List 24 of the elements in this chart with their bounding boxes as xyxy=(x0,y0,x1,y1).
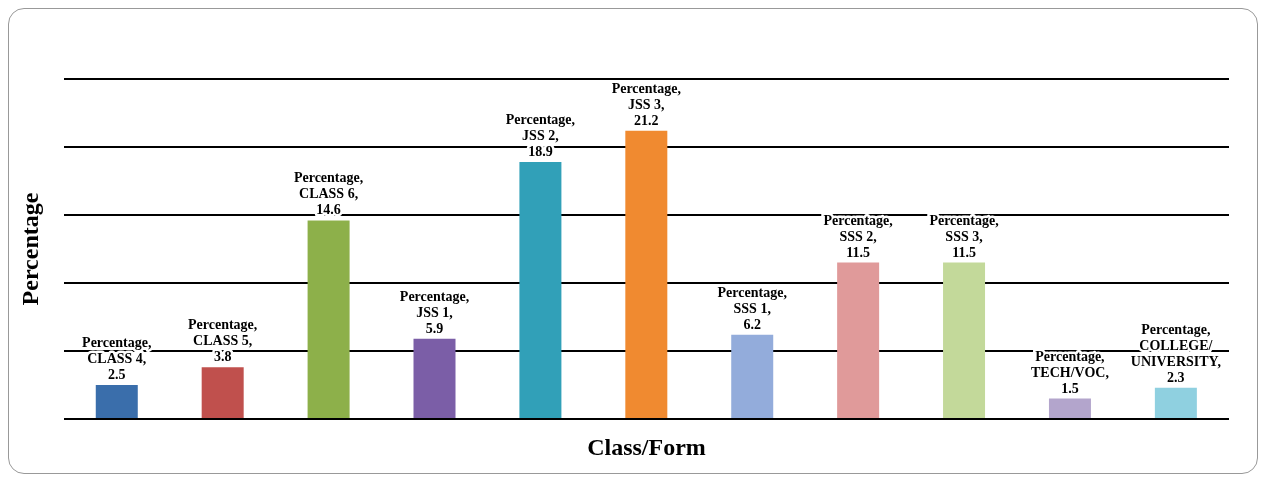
bar xyxy=(625,130,668,419)
bar xyxy=(837,262,880,419)
bar xyxy=(943,262,986,419)
bar xyxy=(413,338,456,419)
data-label: Percentage, SSS 2, 11.5 xyxy=(823,212,893,260)
bar xyxy=(307,220,350,419)
data-label: Percentage, JSS 2, 18.9 xyxy=(505,111,576,159)
bar xyxy=(1048,398,1091,419)
data-label: Percentage, JSS 1, 5.9 xyxy=(399,288,470,336)
data-label: Percentage, SSS 3, 11.5 xyxy=(929,212,999,260)
bar xyxy=(731,334,774,419)
bar xyxy=(1154,387,1197,419)
bar xyxy=(95,385,138,419)
bar xyxy=(519,161,562,419)
data-label: Percentage, COLLEGE/UNIVERSITY, 2.3 xyxy=(1130,321,1221,385)
data-label: Percentage, TECH/VOC, 1.5 xyxy=(1031,348,1109,396)
x-axis-title: Class/Form xyxy=(587,434,706,460)
y-axis-title: Percentage xyxy=(16,192,43,306)
data-label: Percentage, SSS 1, 6.2 xyxy=(717,284,787,332)
data-label: Percentage, CLASS 5, 3.8 xyxy=(188,317,258,365)
data-label: Percentage, CLASS 4, 2.5 xyxy=(82,335,152,382)
bar xyxy=(201,367,244,419)
data-label: Percentage, CLASS 6, 14.6 xyxy=(293,170,364,218)
data-label: Percentage, JSS 3, 21.2 xyxy=(611,80,681,128)
